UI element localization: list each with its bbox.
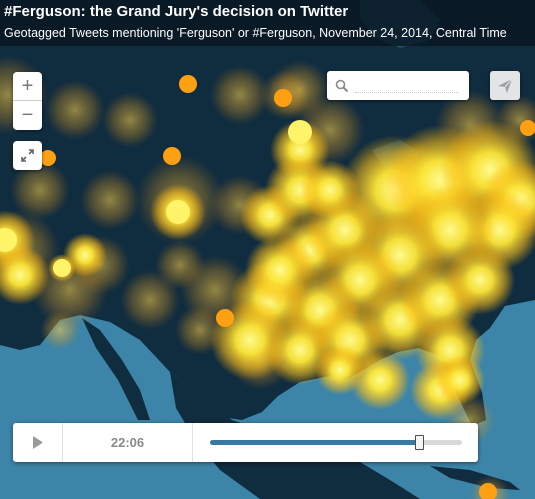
page-subtitle: Geotagged Tweets mentioning 'Ferguson' o… <box>4 26 507 40</box>
tweet-cluster <box>315 345 365 395</box>
tweet-cluster <box>300 160 360 220</box>
tweet-dot <box>166 200 190 224</box>
tweet-cluster-layer <box>0 55 535 499</box>
tweet-dot <box>520 120 535 136</box>
mexico-south <box>170 372 420 499</box>
zoom-in-button[interactable]: + <box>13 72 42 101</box>
send-icon <box>498 78 513 93</box>
tweet-cluster <box>0 245 50 305</box>
share-button[interactable] <box>490 71 520 100</box>
tweet-cluster <box>435 355 485 405</box>
timeline-slider[interactable] <box>210 435 462 450</box>
fullscreen-icon <box>21 149 34 162</box>
timeline-progress <box>210 440 418 445</box>
baja-peninsula <box>82 318 150 420</box>
tweet-cluster <box>102 92 158 148</box>
tweet-cluster <box>210 65 270 125</box>
tweet-dot <box>53 259 71 277</box>
title-bar: #Ferguson: the Grand Jury's decision on … <box>0 0 535 46</box>
fullscreen-button[interactable] <box>13 141 42 170</box>
tweet-dot <box>163 147 181 165</box>
tweet-dot <box>479 483 497 499</box>
timeline-handle[interactable] <box>414 435 424 450</box>
page-title: #Ferguson: the Grand Jury's decision on … <box>4 3 349 20</box>
timeline-player: 22:06 <box>13 423 478 462</box>
tweet-dot <box>0 228 17 252</box>
play-button[interactable] <box>13 423 63 462</box>
search-icon <box>335 79 349 93</box>
play-icon <box>33 436 43 449</box>
tweet-cluster <box>10 160 70 220</box>
tweet-cluster <box>245 235 315 305</box>
tweet-dot <box>179 75 197 93</box>
tweet-cluster <box>45 80 105 140</box>
tweet-cluster <box>445 245 515 315</box>
tweet-dot <box>40 150 56 166</box>
zoom-control: + − <box>13 72 42 130</box>
tweet-dot <box>274 89 292 107</box>
tweet-dot <box>288 120 312 144</box>
tweet-cluster <box>40 310 80 350</box>
search-input[interactable] <box>355 78 459 93</box>
tweet-cluster <box>350 350 410 410</box>
tweet-cluster <box>80 170 140 230</box>
search-box <box>327 71 469 100</box>
tweet-cluster <box>155 240 205 290</box>
zoom-out-button[interactable]: − <box>21 104 34 126</box>
tweet-dot <box>216 309 234 327</box>
time-display: 22:06 <box>63 423 193 462</box>
